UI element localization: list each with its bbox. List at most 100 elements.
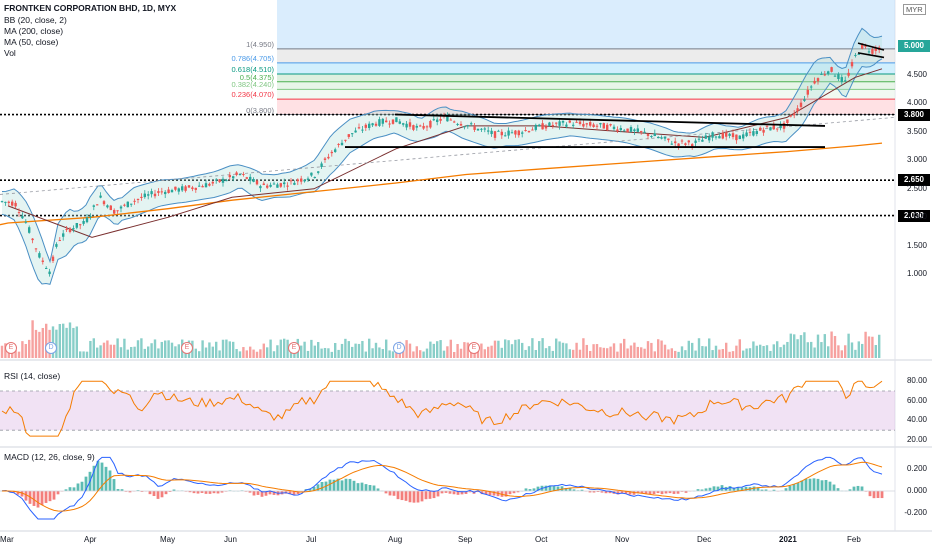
macd-histogram-bar [716,486,720,491]
candle-body [283,182,286,185]
volume-bar [334,342,337,358]
earnings-badge[interactable]: E [5,342,17,354]
rsi-label[interactable]: RSI (14, close) [4,371,61,381]
macd-histogram-bar [772,489,776,491]
volume-bar [140,338,143,358]
volume-bar [96,347,99,358]
candle-body [490,130,493,135]
volume-bar [623,338,626,358]
volume-bar [405,340,408,358]
volume-bar [762,345,765,358]
candle-body [755,131,758,135]
macd-histogram-bar [456,491,460,495]
macd-histogram-bar [568,487,572,491]
candle-body [184,186,187,191]
candle-body [738,135,741,140]
volume-bar [718,349,721,358]
candle-body [772,125,775,130]
candle-body [228,175,231,178]
candle-body [789,115,792,117]
candle-body [538,124,541,127]
fib-level-label: 0.236(4.070) [231,90,274,100]
volume-bar [490,345,493,358]
volume-bar [378,347,381,358]
volume-bar [381,349,384,358]
candle-body [470,123,473,125]
macd-histogram-bar [48,491,52,502]
volume-bar [742,350,745,358]
macd-histogram-bar [248,491,252,493]
volume-bar [184,350,187,358]
volume-bar [861,343,864,358]
volume-bar [283,338,286,358]
macd-histogram-bar [260,491,264,497]
macd-histogram-bar [436,491,440,497]
volume-bar [419,350,422,358]
candle-body [799,102,803,107]
earnings-badge[interactable]: E [288,342,300,354]
candle-body [745,132,748,137]
candle-body [721,132,724,139]
indicator-ma50-label[interactable]: MA (50, close) [4,37,59,47]
macd-histogram-bar [640,491,644,494]
volume-bar [439,340,442,358]
volume-bar [721,349,724,358]
volume-bar [538,341,541,358]
macd-histogram-bar [880,491,884,499]
earnings-badge[interactable]: E [181,342,193,354]
macd-label[interactable]: MACD (12, 26, close, 9) [4,452,95,462]
volume-bar [704,346,707,358]
macd-histogram-bar [356,483,360,491]
macd-histogram-bar [172,489,176,491]
dividend-badge[interactable]: D [393,342,405,354]
candle-body [874,48,877,51]
volume-bar [572,349,575,358]
volume-bar [844,345,847,358]
macd-histogram-bar [412,491,416,503]
volume-bar [626,348,629,358]
volume-bar [102,342,106,358]
candle-body [663,136,667,139]
volume-bar [24,344,27,358]
candle-body [425,126,429,128]
rsi-tick-label: 40.00 [906,415,927,425]
candle-body [725,132,728,137]
candle-body [289,180,293,182]
candle-body [177,188,180,192]
indicator-ma200-label[interactable]: MA (200, close) [4,26,64,36]
indicator-vol-label[interactable]: Vol [4,48,16,58]
candle-body [660,137,663,139]
candle-body [344,139,347,141]
candle-body [466,125,469,127]
earnings-badge[interactable]: E [468,342,480,354]
candle-body [623,130,626,132]
macd-histogram-bar [252,491,256,496]
dividend-badge[interactable]: D [45,342,57,354]
candle-body [249,176,252,181]
macd-histogram-bar [876,491,880,499]
volume-bar [748,348,752,358]
macd-histogram-bar [736,487,740,491]
volume-bar [279,339,282,358]
macd-histogram-bar [92,465,96,491]
candle-body [507,130,510,136]
volume-bar [347,341,350,358]
candle-body [11,201,14,206]
macd-histogram-bar [740,487,744,491]
candle-body [704,135,707,139]
macd-histogram-bar [804,478,808,491]
candle-body [653,133,656,137]
volume-bar [235,349,238,358]
candle-body [109,205,112,211]
candle-body [728,133,731,136]
candle-body [38,253,41,258]
macd-histogram-bar [216,491,220,494]
volume-bar [531,338,534,358]
candle-body [782,122,786,129]
time-tick-label: Jun [224,535,237,544]
volume-bar [266,347,269,358]
candle-body [306,178,310,180]
volume-bar [72,327,75,358]
indicator-bb-label[interactable]: BB (20, close, 2) [4,15,67,25]
